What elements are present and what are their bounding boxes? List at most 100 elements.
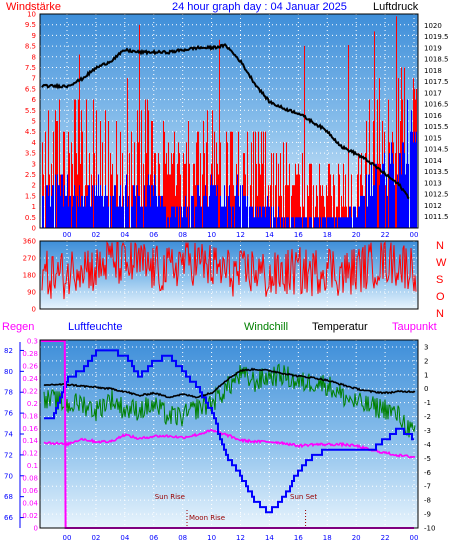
wind-bar	[146, 206, 147, 228]
wind-bar	[389, 153, 390, 228]
wind-bar	[355, 206, 356, 228]
gust-bar	[172, 163, 173, 228]
dewpoint-line	[43, 428, 416, 459]
wind-direction-line	[41, 240, 417, 300]
wind-bar	[400, 153, 401, 228]
wind-bar	[279, 217, 280, 228]
wind-bar	[311, 217, 312, 228]
wind-bar	[116, 206, 117, 228]
wind-bar	[80, 206, 81, 228]
wind-bar	[268, 206, 269, 228]
wind-bar	[60, 195, 61, 228]
wind-bar	[239, 206, 240, 228]
right-tick-label: 1018	[424, 67, 442, 75]
gust-bar	[253, 131, 254, 228]
gust-bar	[275, 185, 276, 228]
wind-bar	[246, 206, 247, 228]
wind-bar	[171, 206, 172, 228]
rain-tick-label: 0.04	[22, 500, 38, 508]
wind-bar	[108, 206, 109, 228]
wind-bar	[157, 206, 158, 228]
left-tick-label: 2.5	[25, 171, 36, 179]
wind-bar	[253, 217, 254, 228]
rain-tick-label: 0.16	[22, 425, 38, 433]
wind-bar	[118, 206, 119, 228]
wind-bar	[314, 217, 315, 228]
gust-bar	[68, 131, 69, 228]
gust-bar	[122, 153, 123, 228]
wind-bar	[398, 185, 399, 228]
wind-bar	[211, 174, 212, 228]
right-tick-label: 1020	[424, 22, 442, 30]
wind-bar	[299, 217, 300, 228]
gust-bar	[183, 153, 184, 228]
pressure-line	[41, 43, 410, 200]
gust-bar	[179, 153, 180, 228]
gust-bar	[251, 142, 252, 228]
wind-bar	[402, 142, 403, 228]
wind-bar	[269, 206, 270, 228]
wind-bar	[97, 195, 98, 228]
wind-bar	[167, 217, 168, 228]
wind-bar	[249, 206, 250, 228]
gust-bar	[244, 153, 245, 228]
wind-bar	[381, 174, 382, 228]
gust-bar	[116, 121, 117, 228]
wind-bar	[144, 185, 145, 228]
wind-bar	[384, 153, 385, 228]
wind-bar	[75, 195, 76, 228]
x-tick-label: 18	[323, 231, 332, 239]
wind-bar	[113, 195, 114, 228]
gust-bar	[158, 153, 159, 228]
wind-bar	[102, 195, 103, 228]
wind-bar	[206, 195, 207, 228]
wind-bar	[275, 217, 276, 228]
wind-bar	[192, 195, 193, 228]
wind-bar	[87, 195, 88, 228]
wind-bar	[103, 206, 104, 228]
wind-bar	[237, 174, 238, 228]
wind-bar	[145, 206, 146, 228]
wind-bar	[163, 206, 164, 228]
rain-tick-label: 0.12	[22, 450, 38, 458]
x-tick-label: 06	[149, 231, 158, 239]
gust-bar	[270, 185, 271, 228]
wind-bar	[186, 217, 187, 228]
wind-bar	[91, 206, 92, 228]
temp-tick-label: -6	[424, 469, 432, 477]
wind-bar	[147, 185, 148, 228]
wind-bar	[208, 206, 209, 228]
x-tick-label: 14	[265, 534, 274, 542]
gust-bar	[178, 142, 179, 228]
direction-tick-label: 270	[23, 255, 36, 263]
gust-bar	[212, 110, 213, 228]
direction-tick-label: 180	[23, 272, 36, 280]
right-tick-label: 1017.5	[424, 78, 449, 86]
gust-bar	[302, 153, 303, 228]
wind-bar	[264, 206, 265, 228]
wind-bar	[318, 217, 319, 228]
wind-bar	[160, 206, 161, 228]
right-tick-label: 1014.5	[424, 146, 449, 154]
wind-bar	[85, 206, 86, 228]
gust-bar	[286, 142, 287, 228]
gust-bar	[309, 163, 310, 228]
gust-bar	[136, 185, 137, 228]
wind-bar	[240, 185, 241, 228]
wind-bar	[408, 163, 409, 228]
wind-bar	[281, 217, 282, 228]
left-tick-label: 1.5	[25, 192, 36, 200]
wind-bar	[309, 217, 310, 228]
wind-bar	[57, 174, 58, 228]
gust-bar	[292, 185, 293, 228]
windstaerke-label: Windstärke	[6, 1, 61, 13]
wind-bar	[66, 195, 67, 228]
wind-bar	[323, 217, 324, 228]
wind-bar	[110, 195, 111, 228]
annotation-label: Sun Set	[290, 493, 317, 501]
gust-bar	[200, 153, 201, 228]
wind-bar	[101, 195, 102, 228]
wind-bar	[338, 217, 339, 228]
gust-bar	[78, 99, 79, 228]
wind-bar	[67, 174, 68, 228]
